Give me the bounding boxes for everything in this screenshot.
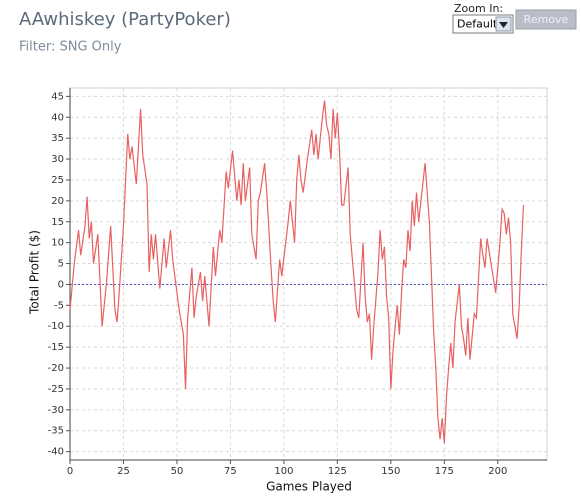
y-tick-label: 20 (51, 196, 64, 207)
zoom-label: Zoom In: (454, 2, 503, 15)
y-tick-label: -5 (54, 300, 64, 311)
chart-subtitle: Filter: SNG Only (19, 40, 122, 55)
x-axis-label: Games Played (266, 480, 352, 494)
y-tick-label: -20 (48, 363, 64, 374)
x-tick-label: 0 (67, 466, 73, 477)
y-tick-label: -35 (48, 426, 64, 437)
x-tick-label: 50 (171, 466, 184, 477)
y-tick-label: 0 (58, 279, 64, 290)
x-tick-label: 125 (328, 466, 347, 477)
y-tick-label: 45 (51, 91, 64, 102)
zoom-select[interactable]: Default (452, 14, 514, 34)
chart-title: AAwhiskey (PartyPoker) (19, 9, 231, 30)
y-axis-label: Total Profit ($) (28, 230, 42, 315)
y-tick-label: 10 (51, 238, 64, 249)
y-tick-label: 40 (51, 112, 64, 123)
y-tick-label: 35 (51, 133, 64, 144)
y-tick-label: -25 (48, 384, 64, 395)
button-box (515, 9, 577, 30)
y-tick-label: -10 (48, 321, 64, 332)
y-tick-label: -40 (48, 447, 64, 458)
y-tick-label: -15 (48, 342, 64, 353)
y-tick-label: -30 (48, 405, 64, 416)
x-tick-label: 100 (274, 466, 293, 477)
plot-area (69, 87, 548, 461)
y-tick-label: 5 (58, 259, 64, 270)
x-tick-label: 150 (381, 466, 400, 477)
y-tick-label: 30 (51, 154, 64, 165)
x-tick-label: 25 (117, 466, 130, 477)
y-tick-label: 25 (51, 175, 64, 186)
select-arrow (499, 22, 508, 28)
y-tick-label: 15 (51, 217, 64, 228)
x-tick-label: 200 (488, 466, 507, 477)
select-value: Default (457, 18, 498, 31)
x-tick-label: 75 (224, 466, 237, 477)
remove-button[interactable]: Remove (515, 9, 577, 30)
button-label: Remove (524, 13, 569, 26)
data-line (69, 100, 525, 444)
x-tick-label: 175 (435, 466, 454, 477)
